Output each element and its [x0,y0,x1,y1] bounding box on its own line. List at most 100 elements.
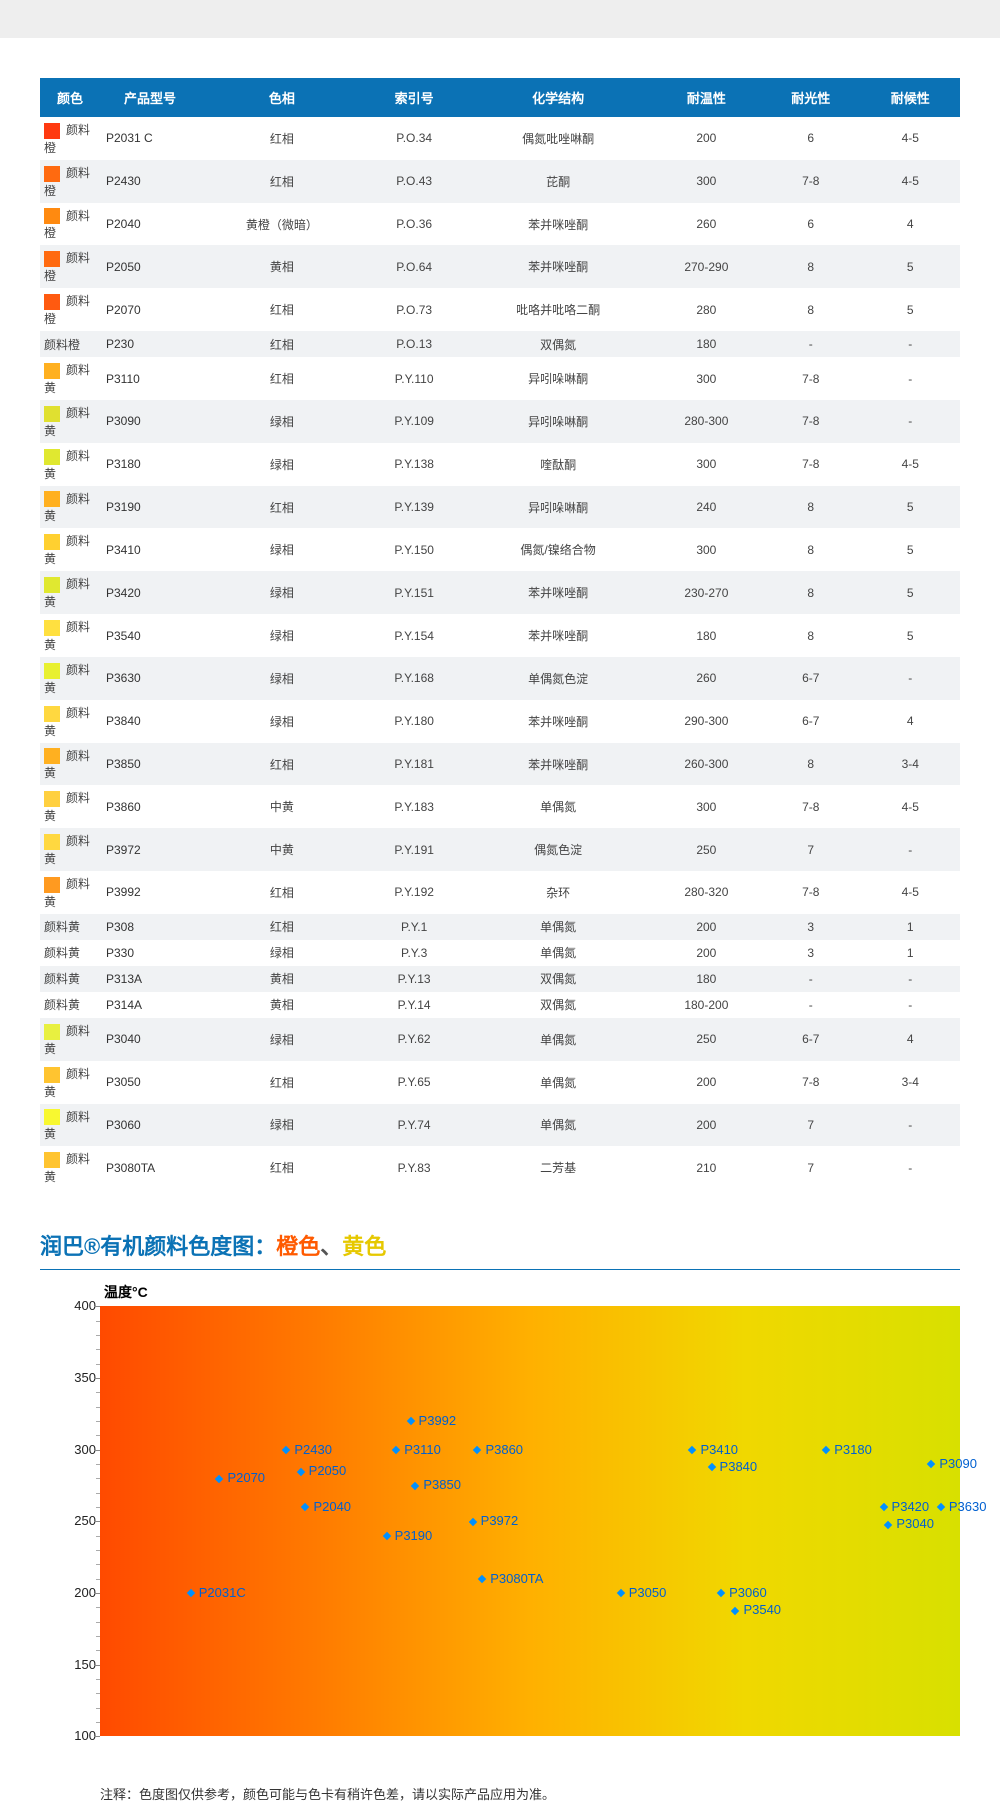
color-swatch [44,406,60,422]
cell-light: 8 [761,486,860,529]
color-swatch [44,1024,60,1040]
table-row: 颜料黄P3060绿相P.Y.74单偶氮2007- [40,1104,960,1147]
color-swatch [44,166,60,182]
cell-hue: 红相 [200,1061,364,1104]
cell-chem: 偶氮吡唑啉酮 [464,117,651,160]
chart-point: P3972 [467,1513,519,1528]
cell-idx: P.O.34 [364,117,465,160]
cell-idx: P.Y.139 [364,486,465,529]
cell-model: P3420 [100,571,200,614]
cell-light: 7-8 [761,785,860,828]
cell-model: P3190 [100,486,200,529]
cell-temp: 200 [652,117,761,160]
cell-idx: P.O.64 [364,245,465,288]
cell-model: P3992 [100,871,200,914]
cell-light: 8 [761,245,860,288]
chart-title-orange: 橙色 [276,1234,320,1259]
cell-weather: 5 [860,486,960,529]
cell-chem: 杂环 [464,871,651,914]
cell-temp: 300 [652,443,761,486]
cell-hue: 绿相 [200,528,364,571]
col-header: 化学结构 [464,78,651,117]
color-swatch [44,663,60,679]
chart-title-yellow: 黄色 [342,1234,386,1259]
table-row: 颜料黄P3180绿相P.Y.138喹酞酮3007-84-5 [40,443,960,486]
cell-chem: 苯并咪唑酮 [464,571,651,614]
cell-weather: 5 [860,245,960,288]
cell-chem: 双偶氮 [464,966,651,992]
cell-idx: P.Y.181 [364,743,465,786]
cell-temp: 280-320 [652,871,761,914]
cell-idx: P.Y.13 [364,966,465,992]
cell-chem: 异吲哚啉酮 [464,400,651,443]
color-swatch [44,294,60,310]
cell-light: 7-8 [761,1061,860,1104]
cell-hue: 黄相 [200,992,364,1018]
color-swatch [44,251,60,267]
chart-point: P3040 [882,1516,934,1531]
cell-hue: 红相 [200,288,364,331]
color-swatch [44,1067,60,1083]
chart-wrap: 温度°C P2031CP2070P2430P2050P2040P3190P399… [40,1290,960,1770]
cell-hue: 红相 [200,117,364,160]
cell-light: - [761,966,860,992]
cell-light: 3 [761,914,860,940]
cell-light: 7 [761,828,860,871]
cell-model: P2430 [100,160,200,203]
cell-chem: 喹酞酮 [464,443,651,486]
cell-idx: P.Y.1 [364,914,465,940]
cell-idx: P.Y.191 [364,828,465,871]
cell-temp: 240 [652,486,761,529]
color-swatch [44,491,60,507]
cell-model: P308 [100,914,200,940]
cell-chem: 单偶氮 [464,940,651,966]
cell-model: P3860 [100,785,200,828]
ytick-label: 150 [60,1657,96,1672]
color-swatch [44,834,60,850]
cell-temp: 180-200 [652,992,761,1018]
cell-weather: 5 [860,614,960,657]
cell-hue: 红相 [200,486,364,529]
cell-chem: 双偶氮 [464,992,651,1018]
ytick-label: 250 [60,1513,96,1528]
cell-chem: 芘酮 [464,160,651,203]
cell-temp: 180 [652,614,761,657]
cell-hue: 中黄 [200,785,364,828]
table-row: 颜料黄P3540绿相P.Y.154苯并咪唑酮18085 [40,614,960,657]
chart-point: P3850 [409,1477,461,1492]
pigment-name: 颜料黄 [44,946,80,960]
chart-point: P3180 [820,1442,872,1457]
ytick-label: 200 [60,1585,96,1600]
cell-light: 6 [761,203,860,246]
cell-light: 8 [761,743,860,786]
col-header: 产品型号 [100,78,200,117]
cell-light: - [761,992,860,1018]
table-row: 颜料黄P3040绿相P.Y.62单偶氮2506-74 [40,1018,960,1061]
table-row: 颜料黄P330绿相P.Y.3单偶氮20031 [40,940,960,966]
cell-idx: P.O.43 [364,160,465,203]
cell-model: P3972 [100,828,200,871]
chart-point: P2040 [299,1499,351,1514]
cell-weather: 5 [860,288,960,331]
content: 颜色产品型号色相索引号化学结构耐温性耐光性耐候性 颜料橙P2031 C红相P.O… [0,38,1000,1803]
col-header: 颜色 [40,78,100,117]
cell-chem: 单偶氮 [464,1061,651,1104]
top-bar [0,0,1000,38]
cell-hue: 绿相 [200,940,364,966]
cell-idx: P.Y.192 [364,871,465,914]
table-row: 颜料黄P3080TA红相P.Y.83二芳基2107- [40,1146,960,1189]
cell-light: 7 [761,1104,860,1147]
cell-light: 7-8 [761,400,860,443]
color-swatch [44,363,60,379]
table-row: 颜料黄P3840绿相P.Y.180苯并咪唑酮290-3006-74 [40,700,960,743]
table-row: 颜料黄P3110红相P.Y.110异吲哚啉酮3007-8- [40,357,960,400]
cell-light: 8 [761,614,860,657]
cell-chem: 二芳基 [464,1146,651,1189]
table-row: 颜料黄P3850红相P.Y.181苯并咪唑酮260-30083-4 [40,743,960,786]
table-row: 颜料黄P3860中黄P.Y.183单偶氮3007-84-5 [40,785,960,828]
pigment-table: 颜色产品型号色相索引号化学结构耐温性耐光性耐候性 颜料橙P2031 C红相P.O… [40,78,960,1189]
cell-idx: P.Y.14 [364,992,465,1018]
cell-light: 7-8 [761,443,860,486]
cell-temp: 300 [652,160,761,203]
cell-model: P3180 [100,443,200,486]
